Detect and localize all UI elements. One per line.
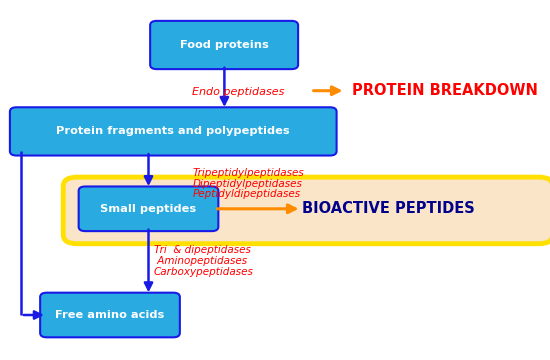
- Text: Free amino acids: Free amino acids: [56, 310, 164, 320]
- FancyBboxPatch shape: [63, 177, 550, 244]
- Text: Protein fragments and polypeptides: Protein fragments and polypeptides: [57, 126, 290, 136]
- Text: Small peptides: Small peptides: [101, 204, 196, 214]
- Text: Tri  & dipeptidases: Tri & dipeptidases: [154, 245, 251, 255]
- Text: BIOACTIVE PEPTIDES: BIOACTIVE PEPTIDES: [302, 201, 475, 216]
- Text: Food proteins: Food proteins: [180, 40, 268, 50]
- Text: Endo peptidases: Endo peptidases: [192, 87, 285, 97]
- Text: Dipeptidylpeptidases: Dipeptidylpeptidases: [192, 179, 303, 189]
- Text: PROTEIN BREAKDOWN: PROTEIN BREAKDOWN: [352, 83, 538, 98]
- Text: Carboxypeptidases: Carboxypeptidases: [154, 267, 254, 277]
- Text: Tripeptidylpeptidases: Tripeptidylpeptidases: [192, 168, 304, 178]
- FancyBboxPatch shape: [79, 186, 218, 231]
- Text: Aminopeptidases: Aminopeptidases: [154, 256, 247, 266]
- FancyBboxPatch shape: [10, 107, 337, 156]
- Text: Peptidyldipeptidases: Peptidyldipeptidases: [192, 189, 301, 199]
- FancyBboxPatch shape: [150, 21, 298, 69]
- FancyBboxPatch shape: [40, 293, 180, 337]
